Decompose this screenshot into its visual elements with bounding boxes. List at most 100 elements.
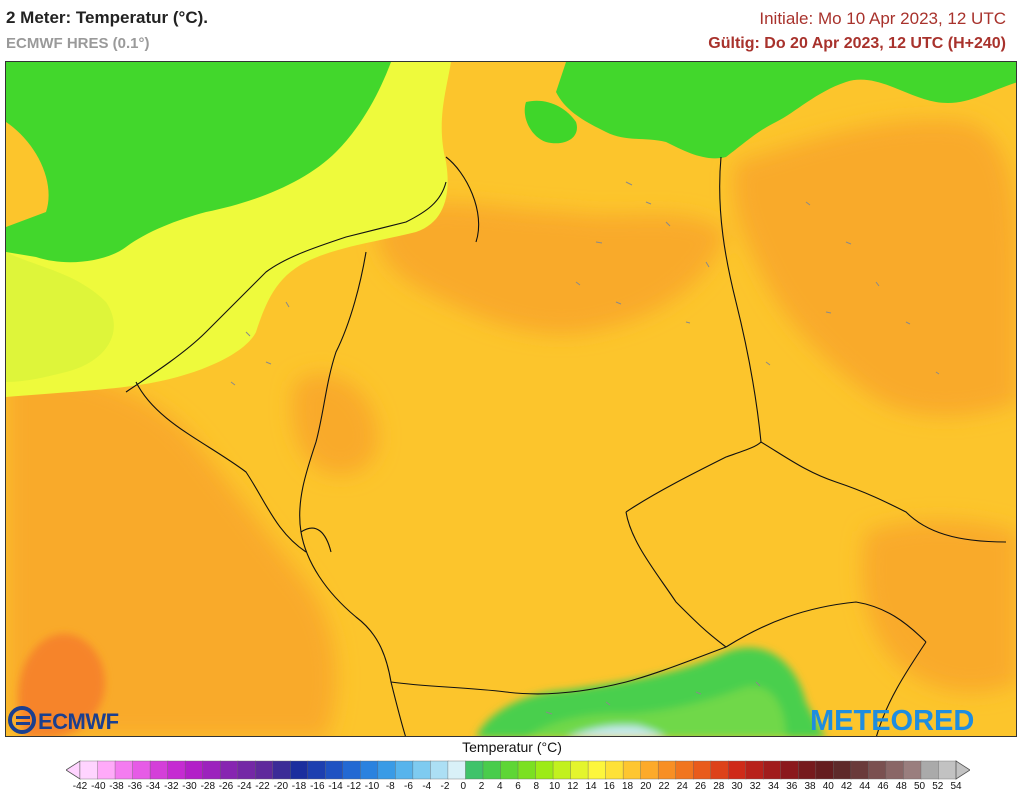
colorbar <box>66 760 970 780</box>
colorbar-tick-label: 40 <box>822 781 834 792</box>
colorbar-swatch <box>710 760 729 780</box>
colorbar-tick-label: 26 <box>694 781 707 792</box>
colorbar-tick-label: -24 <box>237 781 252 792</box>
colorbar-swatch <box>920 760 940 780</box>
colorbar-swatch <box>833 760 852 780</box>
colorbar-swatch <box>149 760 169 780</box>
temperature-map[interactable] <box>5 61 1017 737</box>
colorbar-swatch <box>885 760 905 780</box>
colorbar-tick-label: -16 <box>310 781 325 792</box>
colorbar-swatch <box>114 760 134 780</box>
map-title: 2 Meter: Temperatur (°C). <box>6 8 209 27</box>
ecmwf-logo-icon <box>8 706 36 734</box>
colorbar-tick-label: -10 <box>364 781 380 792</box>
colorbar-swatch <box>167 760 186 780</box>
alps-cold <box>476 647 825 736</box>
colorbar-tick-label: 50 <box>913 781 926 792</box>
init-time: Initiale: Mo 10 Apr 2023, 12 UTC <box>759 9 1006 28</box>
colorbar-swatch <box>97 760 116 780</box>
colorbar-tick-label: 20 <box>640 781 652 792</box>
colorbar-swatch <box>780 760 800 780</box>
colorbar-tick-label: 52 <box>932 781 944 792</box>
colorbar-swatch <box>868 760 887 780</box>
colorbar-tick-label: 16 <box>603 781 615 792</box>
colorbar-swatch <box>395 760 414 780</box>
colorbar-tick-label: -34 <box>145 781 161 792</box>
colorbar-tick-label: 46 <box>877 781 889 792</box>
colorbar-swatch <box>535 760 554 780</box>
colorbar-tick-label: -30 <box>182 781 197 792</box>
colorbar-tick-label: 30 <box>731 781 743 792</box>
colorbar-labels: -42 -40 -38 -36 -34 -32 -30 -28 -26 -24 -22 -20 -18-… <box>0 781 1024 797</box>
colorbar-tick-label: 54 <box>950 781 962 792</box>
colorbar-swatch <box>307 760 326 780</box>
meteored-logo: METEORED <box>810 705 1020 737</box>
colorbar-tick-label: -40 <box>91 781 106 792</box>
meteored-logo-text: METEORED <box>810 705 975 737</box>
baltic-sea <box>524 62 1016 159</box>
colorbar-tick-label: -42 <box>72 781 88 792</box>
colorbar-swatch <box>570 760 589 780</box>
colorbar-tick-label: 44 <box>859 781 871 792</box>
colorbar-tick-label: -2 <box>440 781 450 792</box>
colorbar-swatch <box>412 760 432 780</box>
colorbar-max-arrow <box>955 760 970 780</box>
colorbar-tick-label: -26 <box>218 781 234 792</box>
colorbar-swatch <box>482 760 502 780</box>
colorbar-tick-label: -28 <box>200 781 216 792</box>
model-label: ECMWF HRES (0.1°) <box>6 35 150 52</box>
country-borders <box>125 156 1007 736</box>
ecmwf-logo-text: ECMWF <box>38 709 119 734</box>
colorbar-swatch <box>938 760 957 780</box>
colorbar-swatch <box>763 760 782 780</box>
colorbar-swatch <box>745 760 764 780</box>
colorbar-swatch <box>728 760 747 780</box>
colorbar-swatch <box>342 760 362 780</box>
colorbar-swatch <box>254 760 274 780</box>
colorbar-swatch <box>465 760 484 780</box>
colorbar-tick-label: 6 <box>515 781 521 792</box>
colorbar-swatch <box>622 760 642 780</box>
colorbar-tick-label: -12 <box>346 781 362 792</box>
legend-title: Temperatur (°C) <box>462 739 562 755</box>
colorbar-tick-label: 48 <box>895 781 907 792</box>
colorbar-swatch <box>798 760 817 780</box>
colorbar-swatch <box>640 760 659 780</box>
colorbar-tick-label: -18 <box>291 781 307 792</box>
colorbar-tick-label: 42 <box>840 781 853 792</box>
colorbar-tick-label: -8 <box>385 781 395 792</box>
colorbar-swatch <box>237 760 256 780</box>
colorbar-tick-label: 10 <box>548 781 561 792</box>
colorbar-swatch <box>377 760 397 780</box>
colorbar-swatch <box>430 760 449 780</box>
colorbar-swatch <box>500 760 519 780</box>
colorbar-swatch <box>587 760 607 780</box>
colorbar-tick-label: -38 <box>109 781 124 792</box>
ecmwf-logo: ECMWF <box>8 706 144 734</box>
colorbar-swatch <box>447 760 467 780</box>
colorbar-tick-label: 34 <box>767 781 780 792</box>
colorbar-swatch <box>272 760 291 780</box>
colorbar-swatch <box>552 760 572 780</box>
colorbar-tick-label: 4 <box>497 781 503 792</box>
colorbar-tick-label: 22 <box>658 781 670 792</box>
colorbar-tick-label: -14 <box>328 781 343 792</box>
colorbar-tick-label: 36 <box>786 781 798 792</box>
colorbar-swatch <box>693 760 712 780</box>
colorbar-tick-label: -4 <box>422 781 432 792</box>
colorbar-swatch <box>202 760 221 780</box>
colorbar-tick-label: 8 <box>533 781 540 792</box>
colorbar-tick-label: 12 <box>567 781 579 792</box>
colorbar-swatch <box>184 760 204 780</box>
colorbar-min-arrow <box>66 760 81 780</box>
colorbar-tick-label: -6 <box>404 781 413 792</box>
colorbar-tick-label: 14 <box>585 781 597 792</box>
colorbar-tick-label: -32 <box>164 781 179 792</box>
colorbar-swatch <box>903 760 922 780</box>
lakes-overlay <box>230 181 940 715</box>
colorbar-tick-label: 2 <box>478 781 485 792</box>
colorbar-tick-label: -36 <box>127 781 143 792</box>
colorbar-tick-label: 38 <box>804 781 816 792</box>
colorbar-swatch <box>325 760 344 780</box>
colorbar-tick-label: -22 <box>255 781 270 792</box>
